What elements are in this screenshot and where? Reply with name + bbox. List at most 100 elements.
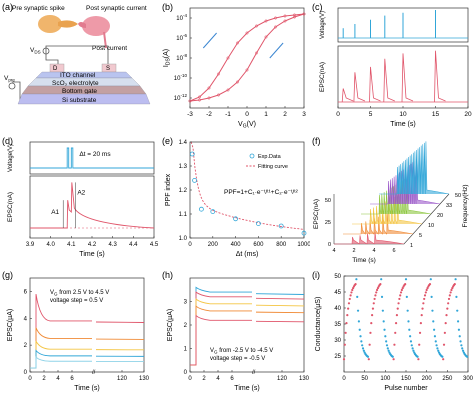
potentiation-point [447, 297, 451, 301]
potentiation-point [442, 358, 445, 361]
frequency-series-trace [343, 213, 414, 235]
y-tick-label: 10-4 [176, 13, 187, 22]
epsc-series-trace [30, 340, 145, 369]
y-tick-label: 25 [334, 354, 341, 360]
potentiation-point [349, 294, 352, 297]
y-tick-label: 45 [334, 290, 341, 296]
potentiation-point [397, 302, 400, 305]
x-tick-label: 4 [332, 248, 335, 254]
potentiation-point [348, 297, 351, 301]
depression-point [458, 335, 461, 338]
depression-point [358, 328, 361, 331]
x-tick-label: 100 [380, 376, 391, 382]
epsc-spike [383, 58, 395, 103]
source-label: S [106, 66, 110, 72]
forward-sweep-line [189, 13, 305, 102]
potentiation-point [428, 282, 432, 286]
panel-letter-b: (b) [162, 2, 173, 12]
panel-e: (e) 0 200 400 600 800 1000 1.0 1.1 1.2 1.3 1.4 Δt (… [160, 134, 311, 268]
ppf-index-chart: (e) 0 200 400 600 800 1000 1.0 1.1 1.2 1.3 1.4 Δt (… [162, 136, 311, 258]
depression-point [406, 309, 409, 312]
depression-point [441, 355, 444, 358]
panel-letter-c: (c) [312, 2, 323, 12]
plot-frame [343, 275, 469, 373]
forward-sweep-point [217, 93, 220, 97]
depression-point [359, 335, 362, 338]
depression-point [435, 344, 438, 347]
backward-sweep-point [283, 14, 287, 18]
x-tick-label: 4.1 [67, 242, 76, 248]
backward-sweep-line [189, 13, 305, 102]
x-tick-label: 200 [422, 376, 433, 382]
potentiation-point [371, 314, 374, 317]
depression-point [436, 347, 439, 350]
y-tick-label: 10-6 [176, 33, 187, 42]
y-tick-label: 1.2 [179, 188, 188, 194]
x-tick-label: 4.5 [150, 242, 159, 248]
ppf-formula: PPF=1+C₁·e⁻ᵗ/ᵗ¹+C₂·e⁻ᵗ/ᵗ² [224, 189, 299, 196]
depression-point [380, 295, 384, 298]
y-axis-label: IDS(A) [163, 49, 172, 67]
backward-sweep-point [236, 41, 239, 45]
x-tick-label: -3 [187, 111, 193, 118]
x-tick-label: 1000 [297, 242, 310, 248]
x-tick-label: 130 [139, 376, 150, 382]
y-tick-label: 0 [24, 370, 28, 376]
fitting-curve [190, 141, 305, 230]
depression-point [383, 328, 386, 331]
x-tick-label: 2 [42, 376, 46, 382]
potentiation-point [374, 294, 377, 297]
potentiation-point [347, 302, 351, 305]
x-tick-label: -1 [225, 111, 231, 118]
post-current-label: Post synaptic current [86, 5, 147, 12]
depression-point [407, 320, 410, 323]
axis-break-mark: // [92, 370, 96, 376]
x-tick-label: 15 [432, 111, 440, 118]
frequency-series-trace [379, 141, 450, 195]
voltage-frame [29, 141, 155, 175]
depression-point [461, 349, 465, 352]
epsc-spike [401, 53, 414, 103]
depression-point [405, 295, 408, 298]
x-tick-label: 4 [216, 376, 220, 382]
depression-point [430, 295, 433, 298]
potentiation-point [394, 322, 398, 325]
potentiation-point [418, 343, 421, 346]
depression-point [466, 355, 469, 358]
depression-point [412, 349, 415, 352]
potentiation-point [373, 297, 376, 301]
x-tick-label: 6 [70, 376, 74, 382]
potentiation-point [448, 294, 451, 297]
exp-data-point [278, 223, 284, 229]
sco-label: ScO2 electrolyte [52, 80, 99, 88]
x-tick-label: 10 [399, 111, 407, 118]
x-tick-label: 0 [28, 376, 32, 382]
potentiation-point [375, 291, 378, 294]
x-axis-label: Time (s) [74, 385, 99, 392]
potentiation-point [400, 288, 403, 292]
x-tick-label: 600 [253, 242, 264, 248]
y-tick-label: 40 [334, 306, 341, 312]
potentiation-point [421, 307, 424, 310]
sweep-arrow-backward [202, 32, 217, 49]
depression-point [454, 278, 457, 281]
backward-sweep-point [274, 16, 277, 20]
backward-sweep-point [188, 99, 192, 103]
x-tick-label: 50 [361, 376, 368, 382]
epsc-axis-label: EPSC(nA) [7, 192, 14, 222]
panel-letter-g: (g) [2, 270, 13, 280]
plot-frame [29, 277, 145, 373]
backward-sweep-point [264, 19, 268, 23]
axis-break-mark: // [252, 370, 256, 376]
y-tick-label: 4 [24, 316, 28, 322]
epsc-series-trace [190, 298, 305, 366]
potentiation-point [445, 314, 448, 317]
depression-point [385, 344, 389, 347]
paired-pulse-chart: (d) Δt = 20 ms A1 A2 3.9 4.0 4.1 4.2 4.3 4.4 4.5 T… [2, 136, 159, 258]
x-tick-label: 6 [230, 376, 234, 382]
substrate-label: Si substrate [62, 97, 97, 104]
backward-sweep-point [217, 72, 220, 76]
potentiation-point [351, 288, 354, 292]
y-tick-label: 1 [184, 347, 188, 353]
